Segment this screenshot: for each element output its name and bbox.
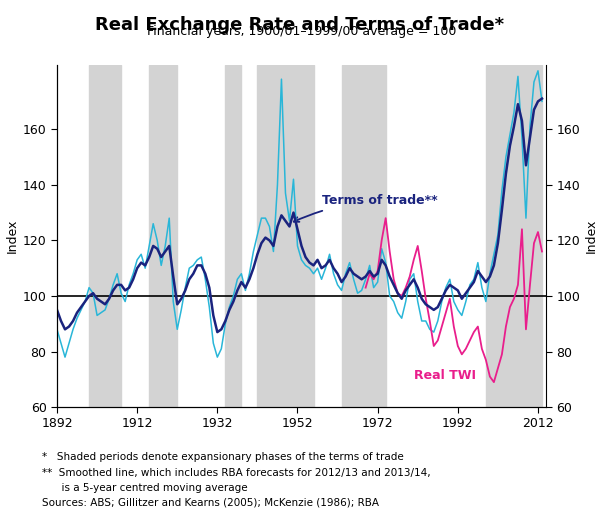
Bar (89, 65, 121, 407)
Text: is a 5-year centred moving average: is a 5-year centred moving average (42, 483, 248, 493)
Title: Financial years, 1900/01–1999/00 average = 100: Financial years, 1900/01–1999/00 average… (147, 25, 456, 38)
Bar (257, 65, 314, 407)
Text: Real TWI: Real TWI (414, 370, 476, 382)
Y-axis label: Index: Index (5, 219, 19, 253)
Text: **  Smoothed line, which includes RBA forecasts for 2012/13 and 2013/14,: ** Smoothed line, which includes RBA for… (42, 468, 431, 478)
Text: Terms of trade**: Terms of trade** (294, 194, 437, 222)
Text: Sources: ABS; Gillitzer and Kearns (2005); McKenzie (1986); RBA: Sources: ABS; Gillitzer and Kearns (2005… (42, 497, 379, 507)
Bar (149, 65, 177, 407)
Text: *   Shaded periods denote expansionary phases of the terms of trade: * Shaded periods denote expansionary pha… (42, 452, 404, 461)
Bar (486, 65, 542, 407)
Y-axis label: Index: Index (584, 219, 598, 253)
Text: Real Exchange Rate and Terms of Trade*: Real Exchange Rate and Terms of Trade* (95, 16, 505, 33)
Bar (226, 65, 241, 407)
Bar (341, 65, 386, 407)
